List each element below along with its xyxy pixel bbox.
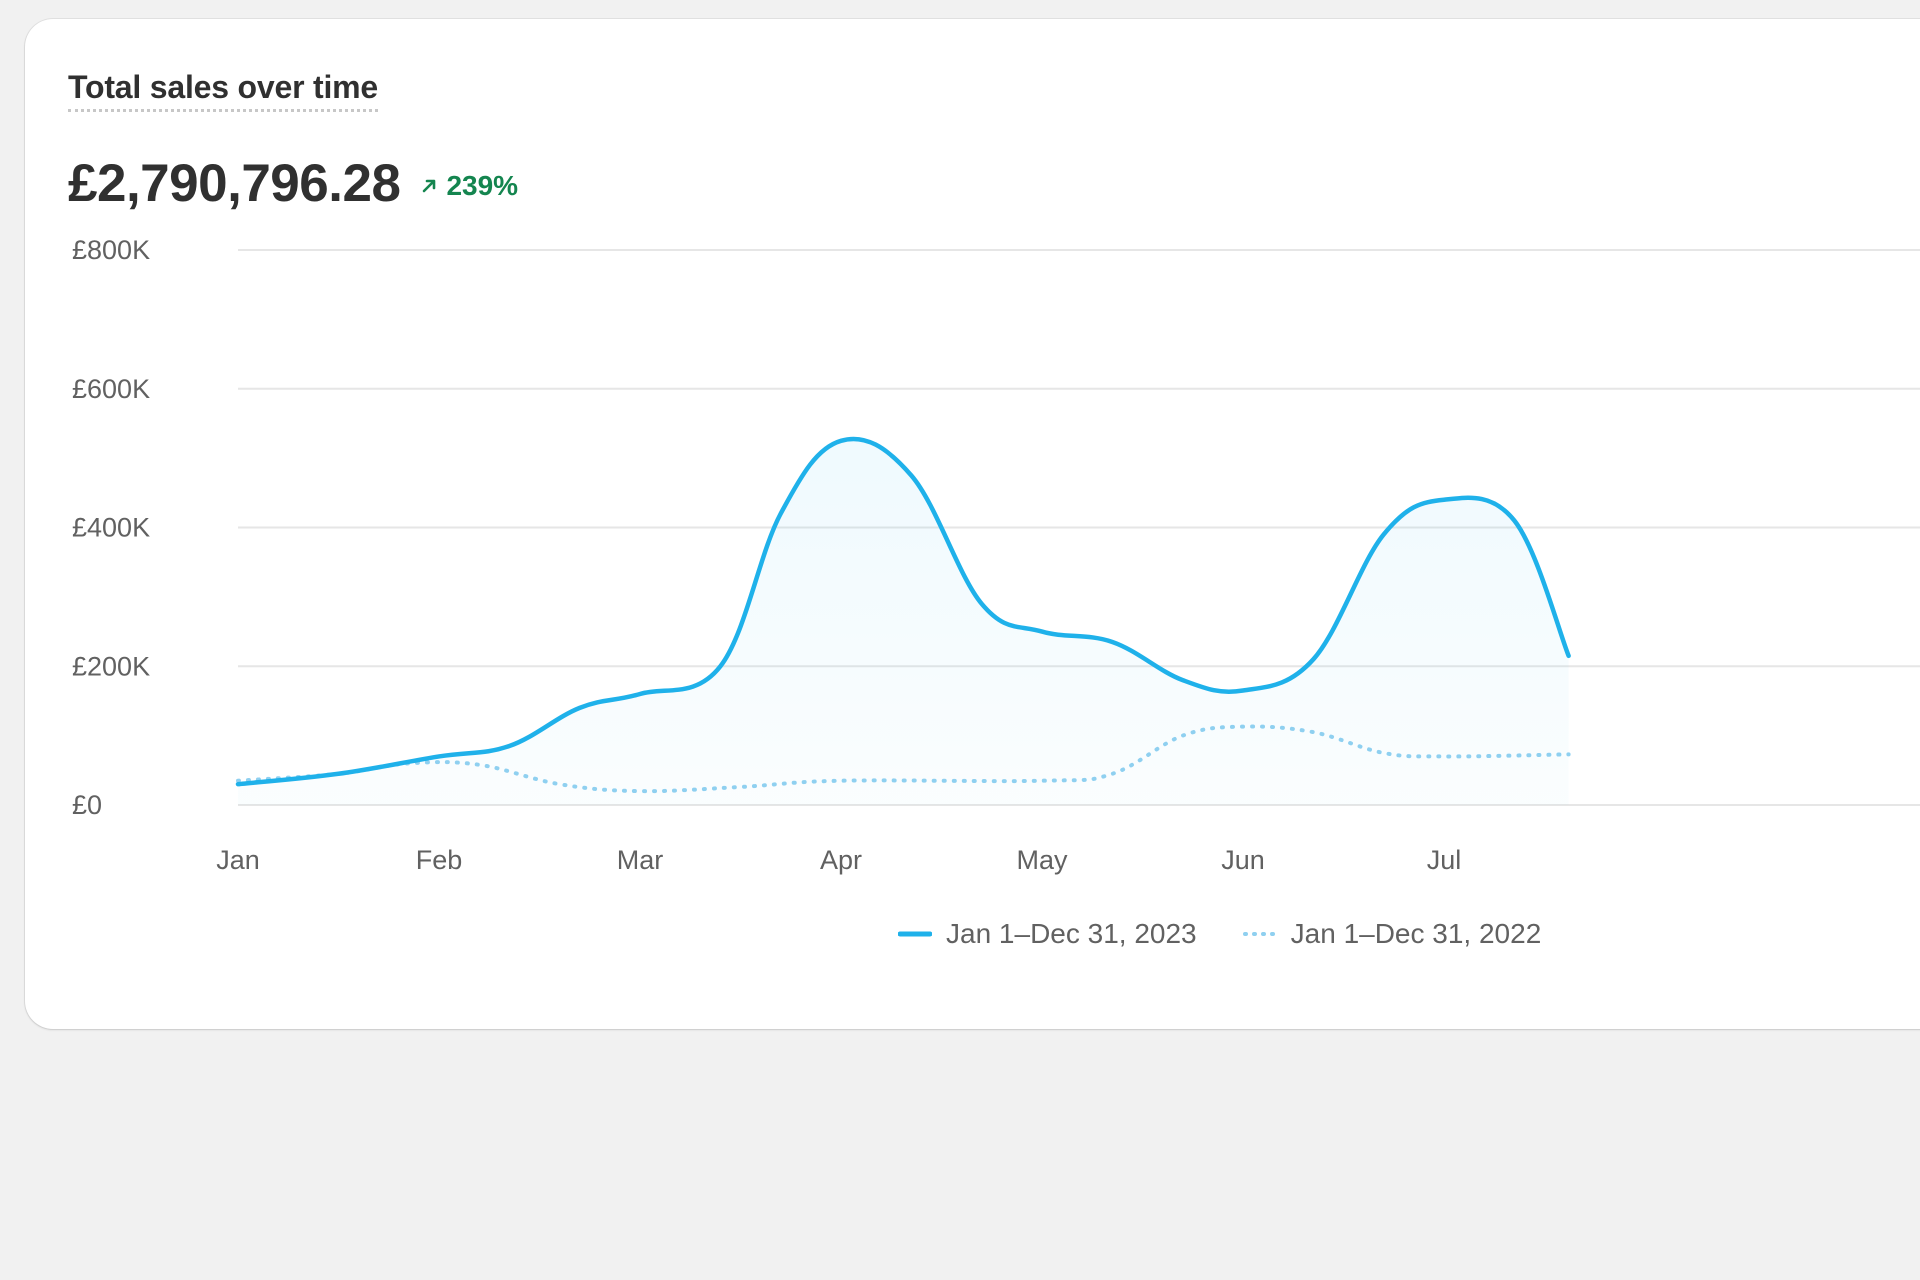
chart-legend: Jan 1–Dec 31, 2023 Jan 1–Dec 31, 2022	[898, 918, 1587, 950]
change-percent: 239%	[446, 170, 519, 201]
x-tick-label: May	[1016, 845, 1068, 875]
x-tick-label: Jul	[1427, 845, 1462, 875]
dotted-line-swatch-icon	[1242, 932, 1277, 936]
current-series-line[interactable]	[235, 436, 1571, 787]
x-tick-label: Jan	[216, 845, 260, 875]
y-tick-label: £200K	[72, 651, 150, 681]
y-tick-label: £800K	[72, 235, 150, 265]
solid-line-swatch-icon	[898, 931, 932, 937]
legend-item-current[interactable]: Jan 1–Dec 31, 2023	[898, 918, 1197, 950]
metric-row: £2,790,796.28 239%	[68, 153, 518, 215]
x-tick-label: Mar	[617, 845, 664, 875]
chart-title[interactable]: Total sales over time	[68, 69, 378, 112]
sales-card: Total sales over time £2,790,796.28 239%	[25, 19, 1920, 1029]
legend-label-current: Jan 1–Dec 31, 2023	[946, 918, 1197, 949]
legend-label-previous: Jan 1–Dec 31, 2022	[1290, 918, 1542, 949]
y-tick-label: £0	[72, 790, 102, 820]
y-tick-label: £400K	[72, 513, 150, 543]
x-tick-label: Jun	[1221, 845, 1265, 875]
x-axis-labels: Jan Feb Mar Apr May Jun Jul	[216, 845, 1461, 875]
series-layer	[235, 436, 1571, 805]
legend-item-previous[interactable]: Jan 1–Dec 31, 2022	[1242, 918, 1542, 950]
total-sales-value: £2,790,796.28	[68, 154, 401, 213]
previous-series-line[interactable]	[236, 724, 1571, 794]
y-tick-label: £600K	[72, 374, 150, 404]
arrow-up-right-icon	[423, 179, 436, 193]
x-tick-label: Apr	[820, 845, 862, 875]
y-axis-labels: £0 £200K £400K £600K £800K	[72, 235, 150, 820]
x-tick-label: Feb	[416, 845, 463, 875]
change-badge: 239%	[420, 166, 518, 202]
